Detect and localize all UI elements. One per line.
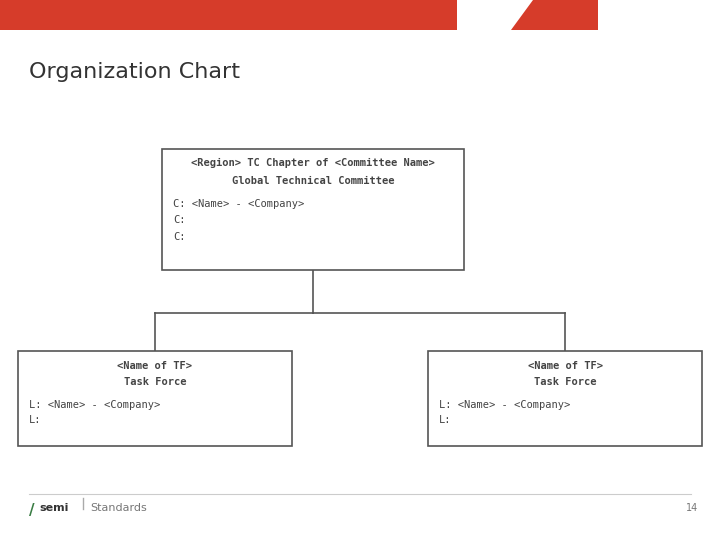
FancyBboxPatch shape xyxy=(428,351,702,445)
FancyBboxPatch shape xyxy=(162,148,464,270)
Text: Standards: Standards xyxy=(90,503,147,514)
Polygon shape xyxy=(511,0,598,30)
Text: <Name of TF>: <Name of TF> xyxy=(528,361,603,371)
Bar xyxy=(0,0,457,30)
Text: L: <Name> - <Company>: L: <Name> - <Company> xyxy=(29,400,160,410)
Text: Global Technical Committee: Global Technical Committee xyxy=(232,176,395,186)
Text: C:: C: xyxy=(173,232,185,242)
Text: L:: L: xyxy=(439,415,451,425)
Text: L: <Name> - <Company>: L: <Name> - <Company> xyxy=(439,400,570,410)
Text: /: / xyxy=(29,503,35,518)
Text: Task Force: Task Force xyxy=(124,377,186,387)
Text: Task Force: Task Force xyxy=(534,377,596,387)
Text: C:: C: xyxy=(173,215,185,226)
Text: <Region> TC Chapter of <Committee Name>: <Region> TC Chapter of <Committee Name> xyxy=(192,158,435,168)
Text: semi: semi xyxy=(40,503,69,514)
Text: C: <Name> - <Company>: C: <Name> - <Company> xyxy=(173,199,304,210)
Text: Organization Chart: Organization Chart xyxy=(29,62,240,82)
FancyBboxPatch shape xyxy=(18,351,292,445)
Text: 14: 14 xyxy=(686,503,698,514)
Text: <Name of TF>: <Name of TF> xyxy=(117,361,192,371)
Text: L:: L: xyxy=(29,415,41,425)
